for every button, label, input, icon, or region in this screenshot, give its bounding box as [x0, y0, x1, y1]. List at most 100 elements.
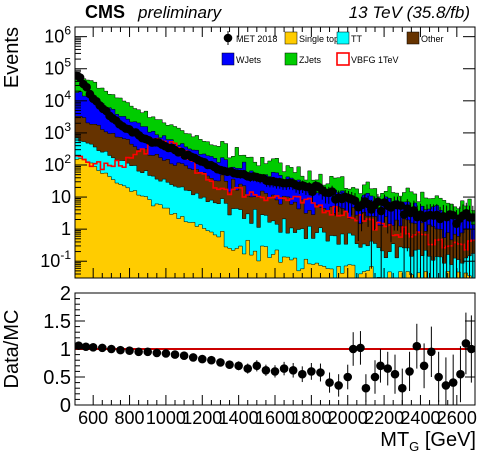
ratio-point	[356, 344, 365, 353]
x-axis-label-main: MT	[380, 429, 409, 451]
tick-base: 10	[40, 251, 60, 271]
legend-label-data: MET 2018	[236, 34, 277, 44]
energy-lumi-label: 13 TeV (35.8/fb)	[349, 3, 470, 22]
ratio-point	[262, 366, 271, 375]
top-y-tick-label: 10	[51, 187, 71, 207]
ratio-point	[253, 362, 262, 371]
legend-swatch-other	[407, 32, 419, 44]
legend-label-wjets: WJets	[236, 55, 262, 65]
ratio-point	[391, 370, 400, 379]
ratio-point	[180, 351, 189, 360]
ratio-point	[198, 355, 207, 364]
ratio-point	[456, 370, 465, 379]
tick-text: 1	[61, 219, 71, 239]
data-point	[469, 213, 478, 222]
ratio-point	[171, 350, 180, 359]
ratio-point	[362, 384, 371, 393]
ratio-point	[298, 370, 307, 379]
ratio-y-tick-label: 0.5	[43, 367, 71, 389]
top-y-tick-label: 10-1	[40, 248, 71, 271]
ratio-point	[243, 364, 252, 373]
x-tick-label: 600	[78, 408, 108, 428]
ratio-point	[434, 373, 443, 382]
ratio-point	[271, 367, 280, 376]
x-axis-label-unit: [GeV]	[419, 429, 476, 451]
top-y-tick-label: 103	[44, 120, 71, 143]
x-tick-label: 2200	[364, 408, 404, 428]
ratio-point	[207, 356, 216, 365]
ratio-point	[143, 348, 152, 357]
ratio-point	[307, 367, 316, 376]
ratio-point	[398, 384, 407, 393]
x-tick-label: 2000	[328, 408, 368, 428]
ratio-point	[280, 364, 289, 373]
legend-label-tt: TT	[351, 34, 362, 44]
ratio-panel: 0 0.5 1 1.5 2 600 800 100012001400160018002000…	[1, 283, 477, 428]
ratio-point	[216, 358, 225, 367]
ratio-point	[98, 344, 107, 353]
ratio-point	[234, 362, 243, 371]
ratio-point	[420, 362, 429, 371]
ratio-point	[134, 348, 143, 357]
ratio-y-tick-label: 1.5	[43, 311, 71, 333]
ratio-point	[427, 348, 436, 357]
ratio-y-tick-label: 1	[60, 339, 71, 361]
tick-exponent: 3	[64, 120, 71, 134]
ratio-point	[383, 364, 392, 373]
tick-exponent: -1	[60, 248, 71, 262]
x-tick-label: 1400	[219, 408, 259, 428]
top-y-tick-label: 105	[44, 56, 71, 79]
tick-base: 10	[44, 59, 64, 79]
tick-exponent: 2	[64, 152, 71, 166]
ratio-point	[289, 366, 298, 375]
ratio-point	[449, 378, 458, 387]
x-tick-label: 1000	[146, 408, 186, 428]
ratio-point	[189, 353, 198, 362]
ratio-point	[316, 368, 325, 377]
ratio-y-axis-label: Data/MC	[1, 310, 23, 389]
legend-swatch-zjets	[285, 53, 297, 65]
legend-label-zjets: ZJets	[299, 55, 322, 65]
tick-text: 10	[51, 187, 71, 207]
tick-base: 10	[44, 123, 64, 143]
legend-swatch-wjets	[222, 53, 234, 65]
x-tick-label: 800	[115, 408, 145, 428]
top-y-tick-label: 104	[44, 88, 71, 111]
x-axis-label: MTG [GeV]	[380, 429, 476, 454]
ratio-point	[116, 346, 125, 355]
legend-swatch-tt	[337, 32, 349, 44]
ratio-y-tick-label: 0	[60, 395, 71, 417]
tick-base: 10	[44, 91, 64, 111]
legend-label-other: Other	[421, 34, 444, 44]
x-axis-label-sub: G	[409, 439, 419, 454]
top-y-tick-label: 102	[44, 152, 71, 175]
x-tick-label: 1200	[182, 408, 222, 428]
ratio-point	[153, 349, 162, 358]
x-tick-label: 1600	[255, 408, 295, 428]
ratio-point	[413, 342, 422, 351]
ratio-point	[89, 343, 98, 352]
tick-exponent: 4	[64, 88, 71, 102]
ratio-point	[325, 378, 334, 387]
tick-exponent: 6	[64, 24, 71, 38]
legend-label-singletop: Single top	[299, 34, 339, 44]
ratio-point	[225, 360, 234, 369]
ratio-point	[343, 373, 352, 382]
ratio-point	[334, 381, 343, 390]
ratio-point	[405, 367, 414, 376]
status-label: preliminary	[137, 3, 223, 22]
tick-exponent: 5	[64, 56, 71, 70]
ratio-y-tick-label: 2	[60, 283, 71, 305]
ratio-point	[107, 345, 116, 354]
ratio-point	[371, 373, 380, 382]
experiment-label: CMS	[85, 2, 125, 22]
legend-swatch-singletop	[285, 32, 297, 44]
ratio-point	[125, 346, 134, 355]
top-y-tick-label: 106	[44, 24, 71, 47]
tick-base: 10	[44, 155, 64, 175]
legend-label-signal: VBFG 1TeV	[351, 55, 399, 65]
x-tick-label: 2600	[437, 408, 477, 428]
top-y-axis-label: Events	[1, 27, 23, 88]
ratio-point	[349, 345, 358, 354]
